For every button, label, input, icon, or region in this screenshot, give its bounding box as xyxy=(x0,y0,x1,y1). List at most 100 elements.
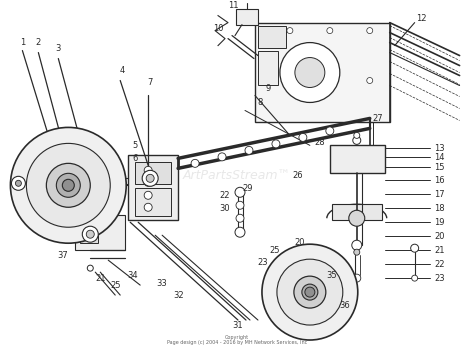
Circle shape xyxy=(354,249,360,255)
Bar xyxy=(258,51,278,86)
Text: 28: 28 xyxy=(315,138,325,147)
Text: 12: 12 xyxy=(416,14,427,23)
Text: 15: 15 xyxy=(434,163,445,172)
Text: 22: 22 xyxy=(434,260,445,269)
Bar xyxy=(236,9,258,25)
Circle shape xyxy=(62,179,74,191)
Text: 14: 14 xyxy=(434,153,445,162)
Text: 17: 17 xyxy=(434,190,445,199)
Circle shape xyxy=(287,28,293,34)
Circle shape xyxy=(410,244,419,252)
Circle shape xyxy=(349,210,365,226)
Circle shape xyxy=(352,240,362,250)
Text: 1: 1 xyxy=(20,38,25,47)
Circle shape xyxy=(87,265,93,271)
Bar xyxy=(135,188,171,216)
Text: 10: 10 xyxy=(213,24,223,33)
Text: 4: 4 xyxy=(119,66,125,75)
Text: 11: 11 xyxy=(228,1,238,10)
Bar xyxy=(255,23,390,122)
Circle shape xyxy=(327,28,333,34)
Text: 30: 30 xyxy=(220,204,230,213)
Text: 26: 26 xyxy=(292,171,303,180)
Text: 6: 6 xyxy=(133,154,138,163)
Text: ArtPartsStream™: ArtPartsStream™ xyxy=(183,169,291,182)
Circle shape xyxy=(10,127,126,243)
Text: 29: 29 xyxy=(243,184,253,193)
Text: 19: 19 xyxy=(434,218,445,227)
Text: 24: 24 xyxy=(305,248,315,257)
Circle shape xyxy=(367,77,373,83)
Bar xyxy=(258,25,286,47)
Circle shape xyxy=(46,163,90,207)
Text: 7: 7 xyxy=(147,78,153,87)
Text: 36: 36 xyxy=(339,300,350,310)
Circle shape xyxy=(146,174,154,182)
Circle shape xyxy=(218,153,226,161)
Circle shape xyxy=(144,166,152,174)
Text: 8: 8 xyxy=(257,98,263,107)
Circle shape xyxy=(191,159,199,167)
Text: 32: 32 xyxy=(173,291,183,299)
Circle shape xyxy=(295,58,325,88)
Circle shape xyxy=(236,214,244,222)
Circle shape xyxy=(144,191,152,199)
Circle shape xyxy=(302,284,318,300)
Circle shape xyxy=(245,146,253,154)
Bar xyxy=(332,204,382,220)
Text: 23: 23 xyxy=(434,274,445,283)
Circle shape xyxy=(142,170,158,186)
Text: 20: 20 xyxy=(295,238,305,247)
Text: 35: 35 xyxy=(327,270,337,280)
Circle shape xyxy=(277,259,343,325)
Text: 23: 23 xyxy=(258,258,268,267)
Text: 5: 5 xyxy=(133,141,138,150)
Circle shape xyxy=(56,173,80,197)
Text: 21: 21 xyxy=(95,274,106,283)
Circle shape xyxy=(86,230,94,238)
Bar xyxy=(75,215,125,250)
Text: 2: 2 xyxy=(36,38,41,47)
Text: 9: 9 xyxy=(265,84,271,93)
FancyBboxPatch shape xyxy=(128,155,178,220)
Circle shape xyxy=(367,28,373,34)
Text: 25: 25 xyxy=(110,281,120,290)
Circle shape xyxy=(305,287,315,297)
Bar xyxy=(330,146,385,173)
Circle shape xyxy=(354,132,360,139)
Text: 33: 33 xyxy=(157,279,167,288)
Circle shape xyxy=(412,275,418,281)
Circle shape xyxy=(326,127,334,135)
Text: 34: 34 xyxy=(127,270,137,280)
Circle shape xyxy=(144,203,152,211)
Circle shape xyxy=(236,201,244,209)
Text: 18: 18 xyxy=(434,204,445,213)
Text: 13: 13 xyxy=(434,144,445,153)
Circle shape xyxy=(27,143,110,227)
Text: 25: 25 xyxy=(270,246,280,255)
Text: 12: 12 xyxy=(292,263,303,273)
Circle shape xyxy=(144,178,152,186)
Circle shape xyxy=(294,276,326,308)
Circle shape xyxy=(11,176,26,190)
Circle shape xyxy=(82,226,98,242)
Bar xyxy=(135,162,171,184)
Text: 37: 37 xyxy=(57,251,68,260)
Circle shape xyxy=(235,187,245,197)
Circle shape xyxy=(353,136,361,144)
Text: 31: 31 xyxy=(233,320,243,329)
Circle shape xyxy=(272,140,280,148)
Text: 27: 27 xyxy=(373,114,383,123)
Bar xyxy=(80,225,98,243)
Text: 3: 3 xyxy=(55,44,61,53)
Circle shape xyxy=(262,244,358,340)
Text: 22: 22 xyxy=(220,191,230,200)
Text: 20: 20 xyxy=(434,232,445,241)
Circle shape xyxy=(280,43,340,103)
Circle shape xyxy=(353,274,361,282)
Text: 21: 21 xyxy=(434,246,445,255)
Text: 16: 16 xyxy=(434,176,445,185)
Circle shape xyxy=(16,180,21,186)
Text: Copyright
Page design (c) 2004 - 2016 by MH Network Services, Inc: Copyright Page design (c) 2004 - 2016 by… xyxy=(167,335,307,346)
Circle shape xyxy=(299,133,307,141)
